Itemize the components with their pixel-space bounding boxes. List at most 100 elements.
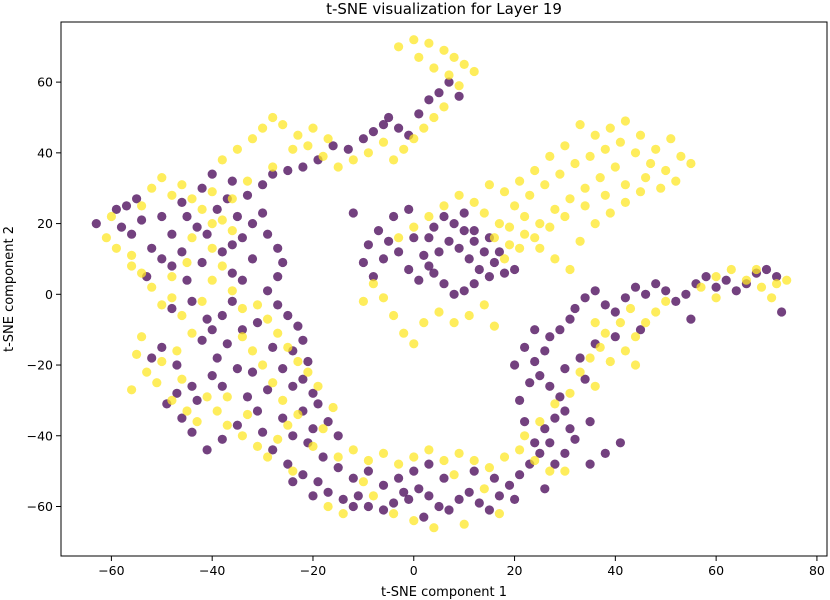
data-point [404,204,414,214]
data-point [555,392,565,402]
data-point [378,448,389,458]
data-point [132,349,142,359]
data-point [263,385,273,395]
data-point [157,173,167,183]
data-point [701,272,711,282]
data-point [91,219,101,229]
data-point [308,123,318,133]
data-point [711,272,721,282]
data-point [202,392,212,402]
data-point [182,257,192,268]
data-point [751,264,762,275]
data-point [197,257,207,268]
data-point [252,441,263,451]
data-point [409,35,419,45]
data-point [424,459,434,469]
data-point [167,303,177,314]
data-point [515,470,525,480]
data-point [661,296,671,306]
data-point [449,289,459,299]
data-point [384,236,394,246]
data-point [459,226,469,236]
data-point [207,187,217,197]
data-point [318,452,328,462]
data-point [389,498,399,508]
data-point [358,296,368,306]
data-point [520,417,530,427]
data-point [580,201,590,211]
data-point [389,310,399,321]
data-point [278,257,288,268]
data-point [378,293,389,303]
data-point [177,310,187,321]
data-point [409,452,419,462]
data-point [494,219,504,229]
data-point [580,183,590,193]
data-point [520,342,530,352]
data-point [525,190,535,200]
data-point [641,173,651,183]
data-point [157,211,167,222]
data-point [474,264,484,275]
data-point [429,523,439,533]
data-point [615,318,626,328]
data-point [590,130,600,140]
data-point [263,452,273,462]
data-point [328,402,338,413]
data-point [424,95,434,105]
data-point [187,381,197,391]
data-point [661,286,671,296]
data-point [197,183,207,193]
data-point [575,353,585,363]
data-point [585,459,595,469]
data-point [227,296,237,306]
data-point [464,487,474,497]
data-point [585,417,595,427]
data-point [635,325,646,335]
y-tick-label: −20 [27,358,53,373]
data-point [172,388,182,398]
data-point [454,190,464,200]
data-point [630,148,641,158]
data-point [268,445,278,455]
data-point [247,219,258,229]
y-tick-label: −60 [27,499,53,514]
data-point [263,314,273,324]
data-point [137,332,147,342]
data-point [263,286,273,296]
data-point [172,360,182,370]
data-point [127,229,137,239]
data-point [348,155,358,165]
data-point [494,491,504,501]
data-point [565,194,575,204]
data-point [237,325,247,335]
data-point [550,413,560,423]
data-point [323,501,333,512]
data-point [630,282,641,292]
x-tick-label: 0 [410,563,418,578]
data-point [187,328,197,338]
data-point [545,332,555,342]
data-point [464,310,474,321]
data-point [288,144,298,154]
data-point [323,134,333,144]
data-point [308,424,318,434]
data-point [676,151,686,161]
data-point [530,233,540,243]
data-point [550,204,560,214]
data-point [686,158,696,169]
data-point [247,254,258,264]
data-point [227,268,237,278]
data-point [424,445,434,455]
data-point [605,208,615,218]
data-point [489,321,499,331]
data-point [232,364,242,374]
data-point [630,360,641,370]
data-point [283,342,293,352]
data-point [444,70,454,80]
data-point [177,374,187,384]
data-point [237,303,247,314]
data-point [409,134,419,144]
data-point [167,293,177,303]
data-point [232,211,242,222]
